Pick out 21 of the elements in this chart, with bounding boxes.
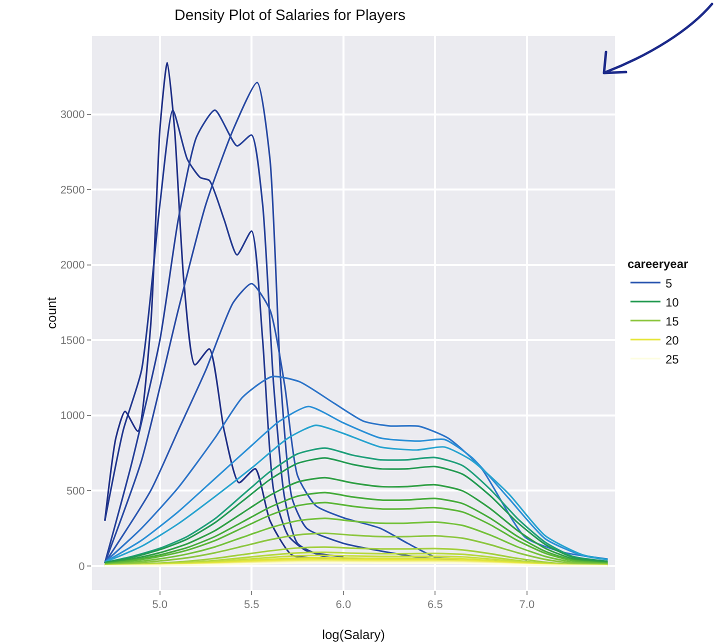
legend-label: 20 — [665, 333, 680, 348]
legend-label: 10 — [665, 295, 680, 310]
legend-label: 15 — [665, 314, 680, 328]
y-axis-title: count — [44, 296, 59, 329]
x-tick-label: 5.0 — [152, 599, 168, 612]
legend-title: careeryear — [627, 257, 689, 272]
x-tick-label: 7.0 — [519, 599, 535, 612]
legend-label: 25 — [665, 352, 680, 366]
y-tick-label: 0 — [78, 560, 85, 573]
y-tick-label: 500 — [66, 485, 85, 498]
chart-title: Density Plot of Salaries for Players — [174, 7, 406, 24]
x-tick-label: 5.5 — [244, 599, 260, 612]
y-tick-label: 1500 — [60, 334, 85, 347]
y-tick-label: 3000 — [60, 109, 85, 122]
y-tick-label: 2500 — [60, 184, 85, 196]
x-tick-label: 6.5 — [428, 599, 443, 612]
x-tick-label: 6.0 — [336, 599, 352, 612]
legend-label: 5 — [665, 276, 672, 290]
y-tick-label: 1000 — [60, 410, 85, 422]
x-axis-title: log(Salary) — [322, 627, 385, 642]
y-tick-label: 2000 — [60, 260, 85, 272]
